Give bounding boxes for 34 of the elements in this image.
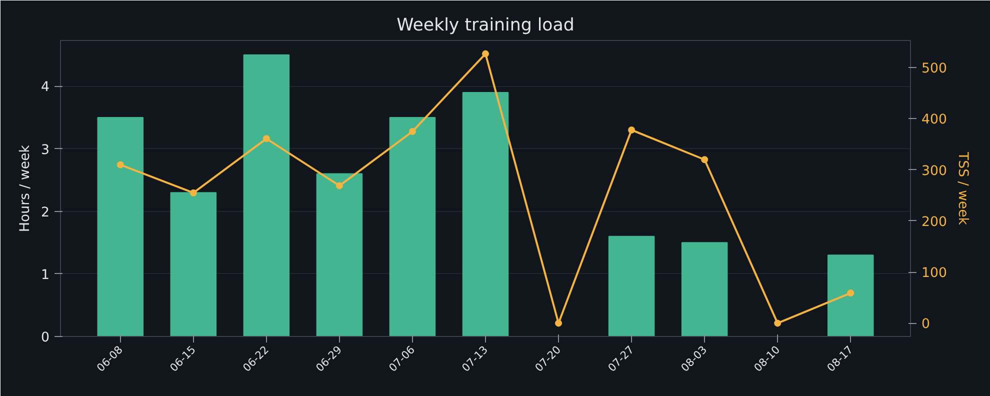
y2-tick-label: 200 [922, 214, 947, 230]
bar [827, 254, 874, 336]
y-tick-label: 2 [41, 205, 50, 220]
point [116, 161, 124, 168]
y2-tick-label: 300 [922, 164, 947, 179]
point [701, 156, 708, 164]
bar [97, 116, 144, 336]
point [482, 50, 489, 58]
y2-tick-label: 400 [922, 112, 947, 128]
point [336, 182, 343, 190]
bar [243, 54, 290, 336]
bar [681, 242, 728, 336]
chart-title: Weekly training load [396, 16, 574, 36]
y-axis-title: Hours / week [18, 144, 34, 232]
bar [389, 116, 436, 336]
point [628, 126, 636, 134]
y-tick-label: 1 [41, 268, 50, 283]
point [774, 320, 782, 327]
y2-tick-label: 500 [922, 62, 947, 77]
bar [170, 192, 217, 336]
bar [608, 236, 655, 336]
point [847, 290, 854, 297]
point [262, 135, 270, 142]
y-tick-label: 4 [41, 80, 50, 96]
y-tick-label: 3 [41, 142, 50, 158]
point [190, 189, 197, 196]
bar [462, 92, 509, 336]
point [555, 320, 562, 327]
y2-tick-label: 0 [922, 317, 930, 332]
y-tick-label: 0 [41, 330, 50, 346]
y2-tick-label: 100 [922, 266, 947, 282]
point [408, 128, 416, 135]
bar [316, 173, 363, 336]
y2-axis-title: TSS / week [954, 150, 970, 226]
